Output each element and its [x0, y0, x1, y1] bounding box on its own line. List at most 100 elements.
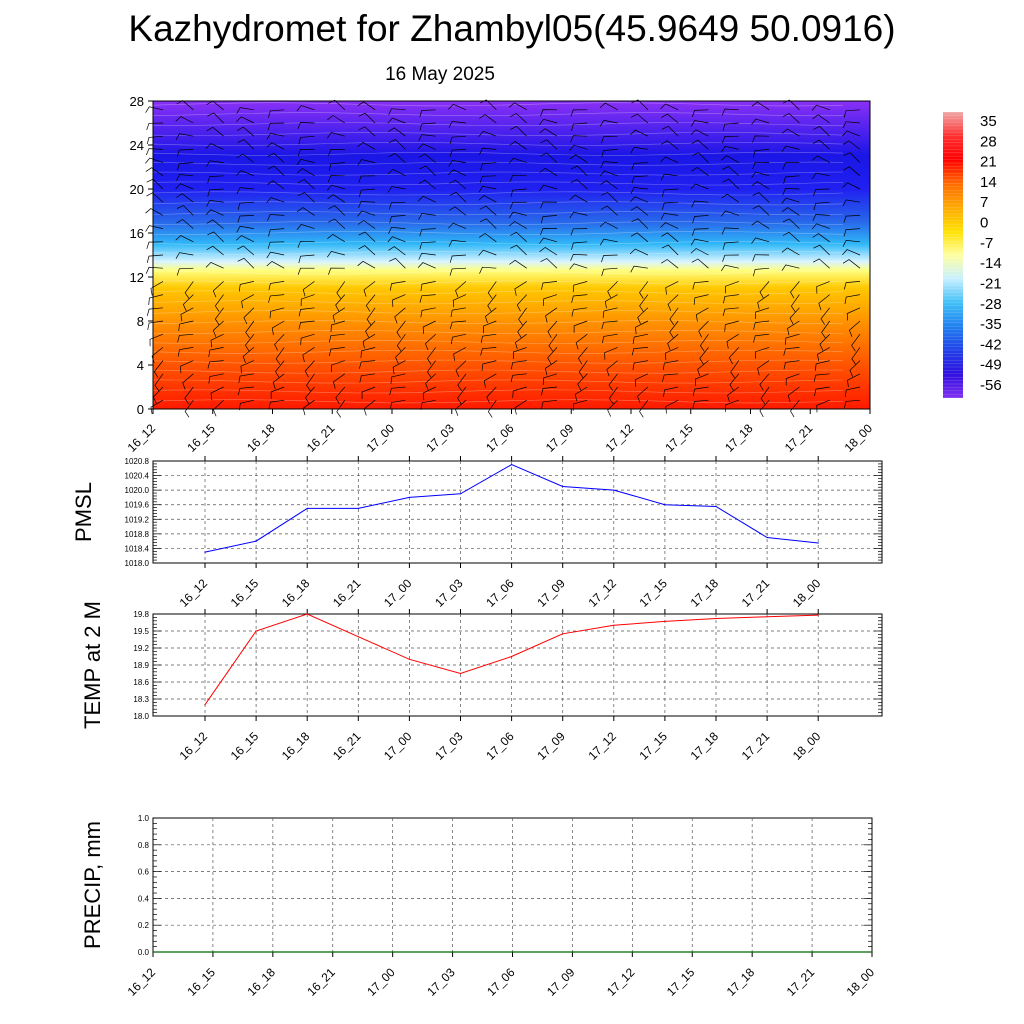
wind-barb	[751, 237, 770, 244]
wind-barb	[540, 201, 558, 209]
wind-barb	[396, 320, 406, 339]
wind-barb	[357, 159, 376, 166]
wind-barb	[306, 373, 315, 392]
wind-barb	[752, 192, 770, 203]
wind-barb	[358, 126, 376, 137]
wind-barb	[692, 215, 709, 224]
wind-barb	[237, 386, 254, 396]
wind-barb	[813, 125, 830, 137]
wind-barb	[206, 245, 224, 256]
contour-line	[152, 102, 844, 107]
wind-barb	[145, 148, 164, 156]
wind-barb	[661, 188, 679, 197]
wind-barb	[418, 213, 436, 220]
wind-barb	[510, 373, 527, 383]
wind-barb	[357, 220, 376, 229]
wind-barb	[146, 241, 164, 249]
wind-barb	[145, 208, 164, 216]
wind-barb	[816, 281, 830, 294]
wind-barb	[722, 307, 739, 317]
x-tick-label: 17_18	[688, 576, 722, 610]
wind-barb	[212, 399, 224, 417]
wind-barb	[639, 399, 649, 418]
page-subtitle: 16 May 2025	[385, 64, 495, 85]
wind-barb	[365, 294, 376, 312]
wind-barb	[419, 165, 436, 177]
x-tick-label: 17_09	[544, 965, 578, 999]
wind-barb	[842, 182, 861, 190]
wind-barb	[420, 307, 436, 318]
y-tick-label: 1018.8	[125, 530, 150, 539]
wind-barb	[357, 101, 376, 111]
wind-barb	[632, 333, 648, 344]
wind-barb	[570, 179, 588, 190]
wind-barb	[844, 386, 861, 397]
wind-barb	[508, 211, 527, 219]
wind-barb	[145, 157, 164, 164]
wind-barb	[547, 347, 558, 365]
wind-barb	[721, 264, 739, 272]
wind-barb	[238, 373, 254, 383]
wind-barb	[662, 360, 679, 370]
colorbar-label: -49	[980, 357, 1002, 374]
wind-barb	[599, 238, 618, 246]
y-tick-label: 1019.6	[125, 501, 150, 510]
wind-barb	[789, 307, 800, 325]
wind-barb	[274, 333, 285, 351]
y-tick-label: 20	[130, 182, 144, 197]
wind-barb	[268, 399, 285, 410]
wind-barb	[570, 228, 588, 236]
wind-barb	[539, 237, 558, 244]
wind-barb	[721, 145, 739, 153]
wind-barb	[358, 201, 376, 209]
wind-barb	[479, 99, 497, 111]
wind-barb	[388, 127, 406, 137]
wind-barb	[336, 281, 346, 299]
wind-barb	[153, 360, 164, 378]
wind-barb	[601, 191, 618, 203]
wind-barb	[175, 133, 194, 140]
wind-barb	[182, 294, 194, 311]
wind-barb	[175, 116, 194, 124]
wind-barb	[753, 333, 770, 343]
wind-barb	[604, 294, 618, 309]
wind-barb	[599, 119, 618, 127]
wind-barb	[266, 142, 285, 150]
wind-barb	[150, 399, 164, 415]
wind-barb	[389, 281, 406, 291]
wind-barb	[360, 347, 376, 358]
wind-barb	[539, 118, 558, 126]
wind-barb	[236, 225, 254, 233]
wind-barb	[569, 211, 588, 219]
wind-barb	[214, 294, 224, 312]
wind-barb	[177, 162, 194, 171]
wind-barb	[457, 386, 467, 405]
wind-barb	[722, 178, 740, 190]
wind-barb	[630, 187, 648, 194]
wind-barb	[639, 281, 649, 299]
wind-barb	[691, 166, 709, 177]
wind-barb	[268, 109, 285, 118]
wind-barb	[236, 153, 255, 163]
wind-barb	[418, 153, 436, 163]
x-tick-label: 17_15	[637, 729, 671, 763]
wind-barb	[305, 386, 315, 404]
wind-barb	[812, 114, 830, 124]
wind-barb	[848, 320, 861, 337]
wind-barb	[692, 399, 709, 409]
contour-line	[152, 151, 844, 156]
wind-barb	[245, 320, 255, 339]
wind-barb	[358, 231, 376, 243]
wind-barb	[602, 333, 618, 344]
wind-barb	[207, 112, 224, 124]
wind-barb	[145, 167, 164, 177]
contour-line	[152, 122, 844, 127]
wind-barb	[479, 205, 497, 216]
wind-barb	[417, 143, 436, 150]
data-point	[357, 636, 359, 638]
wind-barb	[752, 254, 770, 262]
wind-barb	[205, 261, 224, 269]
wind-barb	[145, 266, 164, 274]
wind-barb	[365, 320, 376, 338]
wind-barb	[541, 386, 558, 396]
